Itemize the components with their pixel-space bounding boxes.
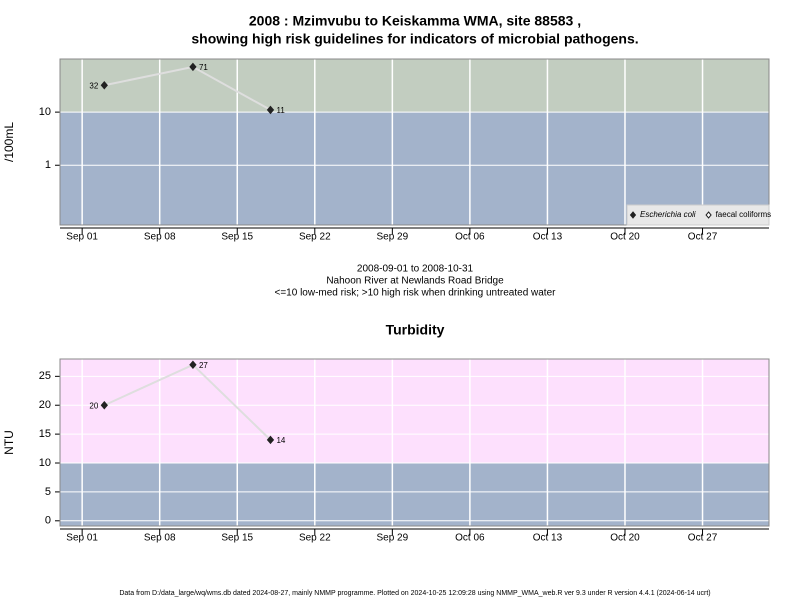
data-point [100, 81, 108, 90]
data-label: 27 [199, 361, 208, 370]
y-tick-label: 25 [39, 370, 51, 382]
plot-frame [59, 358, 770, 527]
legend-label: Escherichia coli [640, 210, 696, 219]
data-point [189, 360, 197, 370]
x-tick-label: Oct 06 [455, 533, 485, 544]
y-tick-label: 5 [45, 486, 51, 498]
footer: Data from D:/data_large/wq/wms.db dated … [119, 590, 710, 597]
x-tick-label: Oct 20 [610, 533, 640, 544]
data-label: 71 [199, 63, 208, 72]
x-tick-label: Oct 20 [610, 232, 640, 243]
legend-marker [705, 211, 712, 219]
x-tick-label: Sep 08 [144, 232, 176, 243]
y-tick-label: 15 [39, 428, 51, 440]
data-label: 14 [276, 436, 285, 445]
x-tick-label: Sep 22 [299, 533, 331, 544]
x-tick-label: Sep 15 [221, 232, 253, 243]
note: Nahoon River at Newlands Road Bridge [326, 276, 504, 287]
x-tick-label: Oct 13 [533, 232, 563, 243]
x-tick-label: Oct 06 [455, 232, 485, 243]
x-tick-label: Sep 22 [299, 232, 331, 243]
high-risk-region [60, 359, 769, 464]
x-tick-label: Sep 01 [66, 533, 98, 544]
y-axis-label: /100mL [2, 122, 16, 162]
plot-frame [59, 58, 770, 226]
chart-title: showing high risk guidelines for indicat… [191, 31, 638, 47]
x-tick-label: Sep 08 [144, 533, 176, 544]
data-point [100, 400, 108, 410]
y-axis-label: NTU [2, 430, 16, 455]
data-label: 32 [89, 81, 98, 90]
chart-title: 2008 : Mzimvubu to Keiskamma WMA, site 8… [249, 13, 581, 29]
data-label: 11 [276, 106, 285, 115]
y-tick-label: 10 [39, 457, 51, 469]
high-risk-region [60, 59, 769, 113]
data-point [266, 435, 275, 445]
y-tick-label: 10 [39, 106, 51, 118]
x-tick-label: Oct 13 [533, 533, 563, 544]
x-tick-label: Sep 29 [376, 232, 408, 243]
low-risk-region [60, 463, 769, 526]
data-point [189, 62, 197, 72]
x-tick-label: Oct 27 [688, 533, 718, 544]
legend-marker [629, 211, 637, 219]
y-tick-label: 20 [39, 399, 51, 411]
x-tick-label: Oct 27 [688, 232, 718, 243]
x-tick-label: Sep 29 [376, 533, 408, 544]
x-tick-label: Sep 01 [66, 232, 98, 243]
y-tick-label: 0 [45, 515, 51, 527]
data-point [266, 105, 275, 115]
note: 2008-09-01 to 2008-10-31 [357, 264, 474, 275]
legend-label: faecal coliforms [716, 210, 772, 219]
x-tick-label: Sep 15 [221, 533, 253, 544]
legend: Escherichia coli faecal coliforms [626, 204, 772, 226]
legend-box [626, 204, 770, 226]
note: <=10 low-med risk; >10 high risk when dr… [275, 288, 557, 299]
y-tick-label: 1 [45, 159, 51, 171]
data-label: 20 [89, 401, 98, 410]
chart-title: Turbidity [386, 322, 445, 338]
